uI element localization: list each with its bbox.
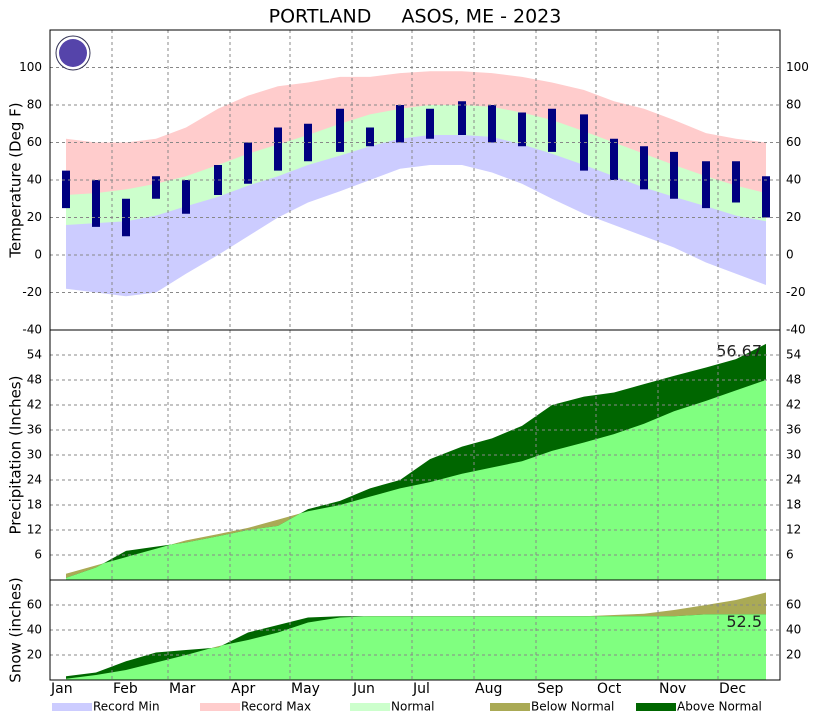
x-tick-label: Apr [231, 681, 255, 697]
y-tick-label: 0 [34, 248, 42, 262]
actual-temp-bar [244, 142, 252, 184]
legend-swatch [200, 703, 240, 711]
actual-temp-bar [182, 180, 190, 214]
y-tick-label: 80 [27, 98, 42, 112]
panel [50, 30, 780, 330]
y-axis-label: Temperature (Deg F) [7, 102, 25, 258]
logo-inner [59, 39, 87, 67]
y-tick-label: 100 [786, 60, 809, 74]
actual-temp-bar [518, 112, 526, 147]
y-tick-label: 20 [786, 210, 801, 224]
actual-temp-bar [702, 161, 710, 209]
legend-swatch [350, 703, 390, 711]
y-tick-label: 42 [27, 398, 42, 412]
y-tick-label: 40 [786, 173, 801, 187]
y-tick-label: 40 [27, 623, 42, 637]
y-tick-label: 18 [786, 498, 801, 512]
actual-temp-bar [732, 161, 740, 203]
legend-label: Record Max [241, 700, 311, 714]
annotation: 56.67 [716, 341, 762, 360]
y-tick-label: 18 [27, 498, 42, 512]
legend-swatch [490, 703, 530, 711]
y-tick-label: 6 [34, 548, 42, 562]
y-tick-label: 30 [27, 448, 42, 462]
x-tick-label: Sep [537, 681, 564, 697]
y-tick-label: 36 [27, 423, 42, 437]
y-tick-label: 54 [27, 348, 42, 362]
y-tick-label: 42 [786, 398, 801, 412]
y-tick-label: -40 [22, 323, 42, 337]
actual-temp-bar [640, 146, 648, 190]
y-tick-label: 100 [19, 60, 42, 74]
y-tick-label: 12 [786, 523, 801, 537]
actual-temp-bar [396, 105, 404, 143]
y-tick-label: 80 [786, 98, 801, 112]
panel: 56.67 [50, 330, 780, 580]
y-tick-label: -20 [786, 285, 806, 299]
legend-swatch [636, 703, 676, 711]
y-tick-label: 48 [27, 373, 42, 387]
actual-temp-bar [426, 108, 434, 139]
y-tick-label: 30 [786, 448, 801, 462]
y-tick-label: 20 [786, 648, 801, 662]
actual-temp-bar [762, 176, 770, 218]
panel: 52.5 [50, 580, 780, 680]
y-tick-label: 20 [27, 648, 42, 662]
actual-temp-bar [488, 105, 496, 143]
x-tick-label: Feb [113, 681, 138, 697]
actual-temp-bar [610, 138, 618, 180]
legend-swatch [52, 703, 92, 711]
legend-label: Below Normal [531, 700, 614, 714]
x-tick-label: Jul [412, 681, 430, 697]
annotation: 52.5 [726, 612, 762, 631]
y-tick-label: 60 [27, 598, 42, 612]
x-tick-label: Oct [597, 681, 622, 697]
actual-temp-bar [548, 108, 556, 152]
panel-frame [49, 579, 781, 681]
legend-label: Above Normal [677, 700, 762, 714]
actual-temp-bar [336, 108, 344, 152]
y-tick-label: 40 [27, 173, 42, 187]
y-tick-label: 40 [786, 623, 801, 637]
chart-title: PORTLAND ASOS, ME - 2023 [269, 6, 562, 28]
x-tick-label: Aug [475, 681, 502, 697]
legend-label: Normal [391, 700, 434, 714]
legend-label: Record Min [93, 700, 160, 714]
record-min-area [66, 165, 766, 330]
y-axis-label: Snow (inches) [7, 577, 25, 682]
y-tick-label: 60 [27, 135, 42, 149]
y-tick-label: 36 [786, 423, 801, 437]
normal-area-fill [66, 614, 766, 680]
y-tick-label: 20 [27, 210, 42, 224]
x-tick-label: Dec [719, 681, 746, 697]
y-tick-label: -20 [22, 285, 42, 299]
x-tick-label: Jan [50, 681, 73, 697]
actual-temp-bar [152, 176, 160, 199]
x-tick-label: May [291, 681, 320, 697]
x-tick-label: Jun [352, 681, 375, 697]
y-tick-label: 6 [786, 548, 794, 562]
y-tick-label: 24 [27, 473, 42, 487]
x-tick-label: Mar [169, 681, 196, 697]
y-tick-label: -40 [786, 323, 806, 337]
y-tick-label: 60 [786, 598, 801, 612]
actual-temp-bar [670, 151, 678, 199]
y-tick-label: 24 [786, 473, 801, 487]
y-tick-label: 60 [786, 135, 801, 149]
actual-temp-bar [366, 127, 374, 147]
actual-temp-bar [62, 170, 70, 209]
y-tick-label: 54 [786, 348, 801, 362]
x-tick-label: Nov [659, 681, 686, 697]
actual-temp-bar [92, 180, 100, 227]
y-tick-label: 12 [27, 523, 42, 537]
y-tick-label: 0 [786, 248, 794, 262]
actual-temp-bar [122, 198, 130, 237]
y-axis-label: Precipitation (Inches) [7, 376, 25, 535]
y-tick-label: 48 [786, 373, 801, 387]
actual-temp-bar [274, 127, 282, 171]
actual-temp-bar [458, 101, 466, 135]
